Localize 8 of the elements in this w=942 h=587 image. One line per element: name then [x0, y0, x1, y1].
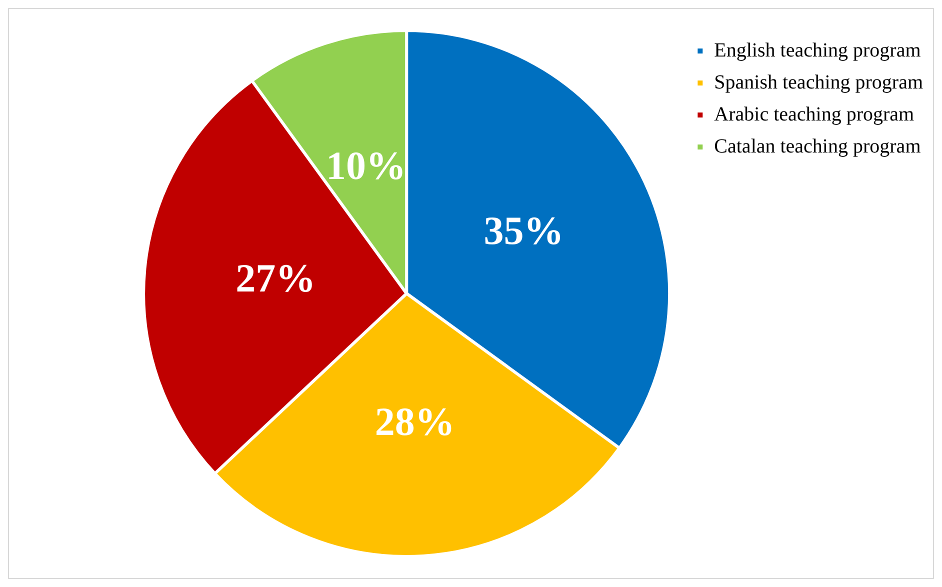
legend-label: Catalan teaching program [714, 135, 922, 158]
data-label: 35% [484, 208, 564, 254]
data-label: 10% [326, 142, 406, 188]
legend-label: English teaching program [714, 39, 922, 62]
data-label: 27% [236, 255, 316, 300]
legend-label: Spanish teaching program [714, 71, 924, 94]
data-label: 28% [374, 399, 455, 444]
legend-label: Arabic teaching program [714, 103, 915, 126]
